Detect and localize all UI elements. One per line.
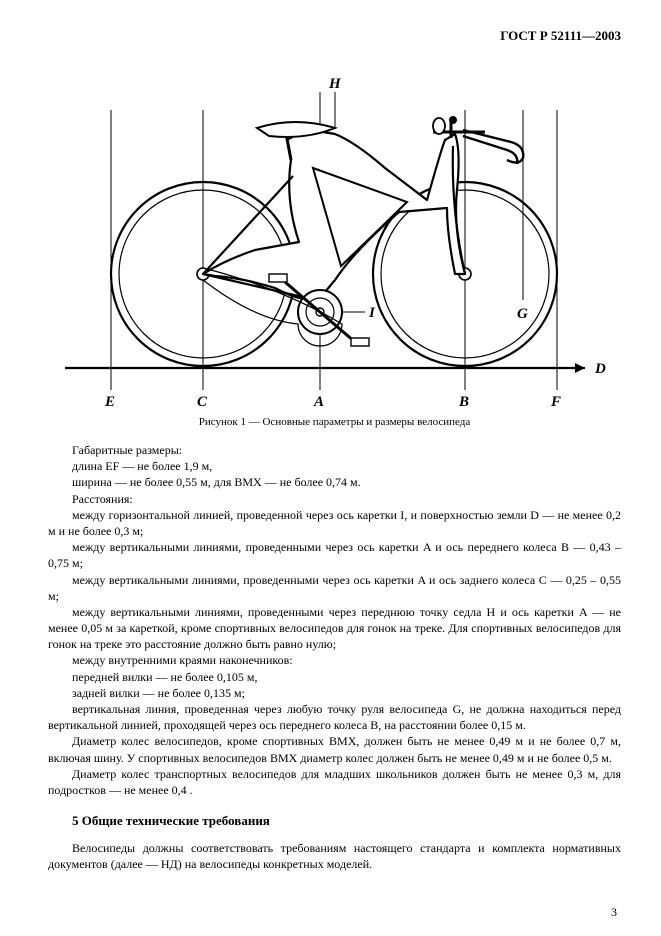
- page: ГОСТ Р 52111—2003 D E C A H B: [0, 0, 661, 936]
- para: ширина — не более 0,55 м, для BMX — не б…: [48, 474, 621, 490]
- label-D: D: [594, 361, 606, 377]
- para: между внутренними краями наконечников:: [48, 652, 621, 668]
- label-G: G: [517, 306, 528, 322]
- body-text: Габаритные размеры: длина EF — не более …: [48, 442, 621, 872]
- doc-id: ГОСТ Р 52111—2003: [48, 28, 621, 44]
- para: между горизонтальной линией, проведенной…: [48, 507, 621, 539]
- page-number: 3: [611, 905, 617, 920]
- label-I: I: [368, 305, 376, 321]
- para: Габаритные размеры:: [48, 442, 621, 458]
- para: Диаметр колес велосипедов, кроме спортив…: [48, 733, 621, 765]
- figure-1: D E C A H B G F I: [48, 50, 621, 428]
- para: длина EF — не более 1,9 м,: [48, 458, 621, 474]
- section-5-title: 5 Общие технические требования: [48, 812, 621, 830]
- label-C: C: [197, 394, 208, 410]
- para: Расстояния:: [48, 491, 621, 507]
- label-A: A: [313, 394, 324, 410]
- para: вертикальная линия, проведенная через лю…: [48, 701, 621, 733]
- label-E: E: [104, 394, 115, 410]
- bicycle-diagram-svg: D E C A H B G F I: [55, 50, 615, 410]
- label-H: H: [328, 76, 342, 92]
- para: задней вилки — не более 0,135 м;: [48, 685, 621, 701]
- para: между вертикальными линиями, проведенным…: [48, 604, 621, 653]
- figure-caption: Рисунок 1 — Основные параметры и размеры…: [48, 416, 621, 428]
- label-B: B: [458, 394, 469, 410]
- para: между вертикальными линиями, проведенным…: [48, 539, 621, 571]
- label-F: F: [550, 394, 561, 410]
- para: передней вилки — не более 0,105 м,: [48, 669, 621, 685]
- para: Диаметр колес транспортных велосипедов д…: [48, 766, 621, 798]
- para: Велосипеды должны соответствовать требов…: [48, 840, 621, 872]
- para: между вертикальными линиями, проведенным…: [48, 572, 621, 604]
